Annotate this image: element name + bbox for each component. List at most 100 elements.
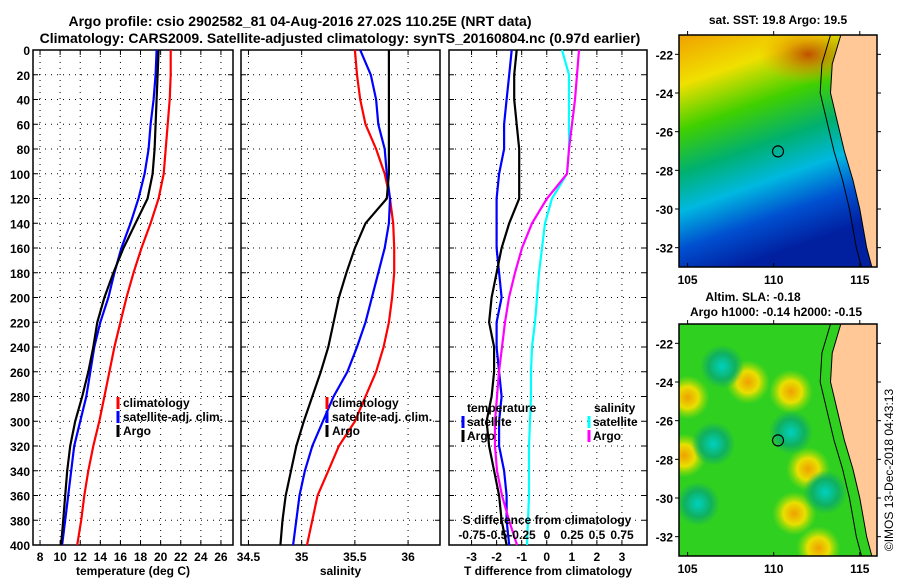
isobath-contour xyxy=(819,35,862,267)
x-tick-label: -2 xyxy=(491,550,502,564)
legend-entry: Argo xyxy=(467,429,495,443)
y-tick-label: -30 xyxy=(656,203,674,217)
map-frame xyxy=(678,323,878,557)
plot-frame xyxy=(240,49,441,546)
x-tick-label: 10 xyxy=(53,550,67,564)
isobath-contour xyxy=(819,324,862,556)
y-tick-label: 80 xyxy=(17,143,31,157)
x-tick-label: 2 xyxy=(594,550,601,564)
y-tick-label: 20 xyxy=(17,69,31,83)
y-tick-label: 220 xyxy=(10,316,30,330)
legend-entry: Argo xyxy=(593,429,621,443)
x2-tick-label: -0.5 xyxy=(487,528,508,542)
series-line-climatology xyxy=(305,49,396,546)
legend-title-temperature: temperature xyxy=(467,401,537,415)
credit-text: ©IMOS 13-Dec-2018 04:43:13 xyxy=(882,389,896,552)
y-tick-label: 40 xyxy=(17,94,31,108)
legend-entry: climatology xyxy=(332,396,399,410)
x-tick-label: 0 xyxy=(543,550,550,564)
x-tick-label: 105 xyxy=(678,562,698,576)
x-tick-label: 35 xyxy=(295,550,309,564)
x-tick-label: 12 xyxy=(74,550,88,564)
x2-tick-label: 0.5 xyxy=(589,528,606,542)
legend-entry: Argo xyxy=(123,424,151,438)
x-tick-label: 110 xyxy=(764,273,784,287)
x-tick-label: 115 xyxy=(850,273,870,287)
plot-frame xyxy=(32,49,234,546)
x-tick-label: 24 xyxy=(194,550,208,564)
x2-tick-label: 0 xyxy=(544,528,551,542)
y-tick-label: 180 xyxy=(10,267,30,281)
y-tick-label: 320 xyxy=(10,440,30,454)
plot-frame xyxy=(448,49,648,546)
series-line-argo xyxy=(279,50,390,546)
x-tick-label: 8 xyxy=(37,550,44,564)
y-tick-label: 0 xyxy=(23,44,30,58)
x-axis-label: T difference from climatology xyxy=(464,564,632,578)
map-title: sat. SST: 19.8 Argo: 19.5 xyxy=(709,13,848,27)
y-tick-label: 120 xyxy=(10,193,30,207)
title-line-1: Argo profile: csio 2902582_81 04-Aug-201… xyxy=(69,13,532,29)
y-tick-label: 260 xyxy=(10,366,30,380)
y-tick-label: 60 xyxy=(17,118,31,132)
negative-anomaly xyxy=(700,344,745,389)
y-tick-label: -22 xyxy=(656,48,674,62)
x-tick-label: -3 xyxy=(466,550,477,564)
legend-title-salinity: salinity xyxy=(594,401,636,415)
map-sla_map: 105 110 115 -22 -24 -26 -28 -30 -32 Altim. SLA: -… xyxy=(656,290,881,576)
y-tick-label: -32 xyxy=(656,531,674,545)
x-tick-label: 115 xyxy=(850,562,870,576)
map-field xyxy=(679,324,877,556)
legend-entry: satellite-adj. clim. xyxy=(123,410,223,424)
y-tick-label: 380 xyxy=(10,514,30,528)
x-axis-label: salinity xyxy=(320,564,362,578)
x-tick-label: 36 xyxy=(401,550,415,564)
x-tick-label: 110 xyxy=(764,562,784,576)
series-line-climatology xyxy=(76,50,172,546)
map-title: Altim. SLA: -0.18 xyxy=(705,290,801,304)
x-tick-label: 1 xyxy=(568,550,575,564)
y-tick-label: 300 xyxy=(10,415,30,429)
x-tick-label: 16 xyxy=(114,550,128,564)
x-tick-label: 26 xyxy=(214,550,228,564)
series-line-s-satellite xyxy=(525,49,571,546)
series-line-s-argo xyxy=(493,49,581,546)
land xyxy=(830,35,877,267)
y-tick-label: 160 xyxy=(10,242,30,256)
map-field xyxy=(679,35,877,267)
map-subtitle: Argo h1000: -0.14 h2000: -0.15 xyxy=(690,305,862,319)
x2-axis-label: S difference from climatology xyxy=(463,513,632,527)
positive-anomaly xyxy=(768,369,813,414)
y-tick-label: -24 xyxy=(656,376,674,390)
argo-position-marker xyxy=(771,434,785,447)
legend-entry: satellite xyxy=(467,415,512,429)
legend-entry: satellite-adj. clim. xyxy=(332,410,432,424)
y-tick-label: 360 xyxy=(10,490,30,504)
y-tick-label: 280 xyxy=(10,391,30,405)
x-tick-label: 22 xyxy=(174,550,188,564)
x-tick-label: 20 xyxy=(154,550,168,564)
positive-anomaly xyxy=(796,526,841,556)
x-axis-label: temperature (deg C) xyxy=(76,564,190,578)
x2-tick-label: -0.75 xyxy=(458,528,486,542)
x2-tick-label: 0.25 xyxy=(560,528,584,542)
y-tick-label: 400 xyxy=(10,539,30,553)
negative-anomaly xyxy=(679,481,720,526)
x-tick-label: 105 xyxy=(678,273,698,287)
x-tick-label: 35.5 xyxy=(343,550,367,564)
panel-temperature: 0 20 40 60 80 100 120 140 160 180 200 220 240 260 280 3… xyxy=(10,44,234,578)
y-tick-label: 340 xyxy=(10,465,30,479)
y-tick-label: -32 xyxy=(656,242,674,256)
negative-anomaly xyxy=(691,421,736,466)
panel-salinity: 34.5 35 35.5 36 salinity climatologysatellite… xyxy=(237,49,441,578)
title-line-2: Climatology: CARS2009. Satellite-adjuste… xyxy=(40,30,641,46)
series-line-t-argo xyxy=(485,49,521,546)
series-line-satellite-adj-clim- xyxy=(292,49,392,546)
x-tick-label: 18 xyxy=(134,550,148,564)
legend-entry: Argo xyxy=(332,424,360,438)
y-tick-label: -28 xyxy=(656,453,674,467)
x-tick-label: 3 xyxy=(619,550,626,564)
y-tick-label: 200 xyxy=(10,292,30,306)
y-tick-label: -26 xyxy=(656,126,674,140)
y-tick-label: -26 xyxy=(656,415,674,429)
